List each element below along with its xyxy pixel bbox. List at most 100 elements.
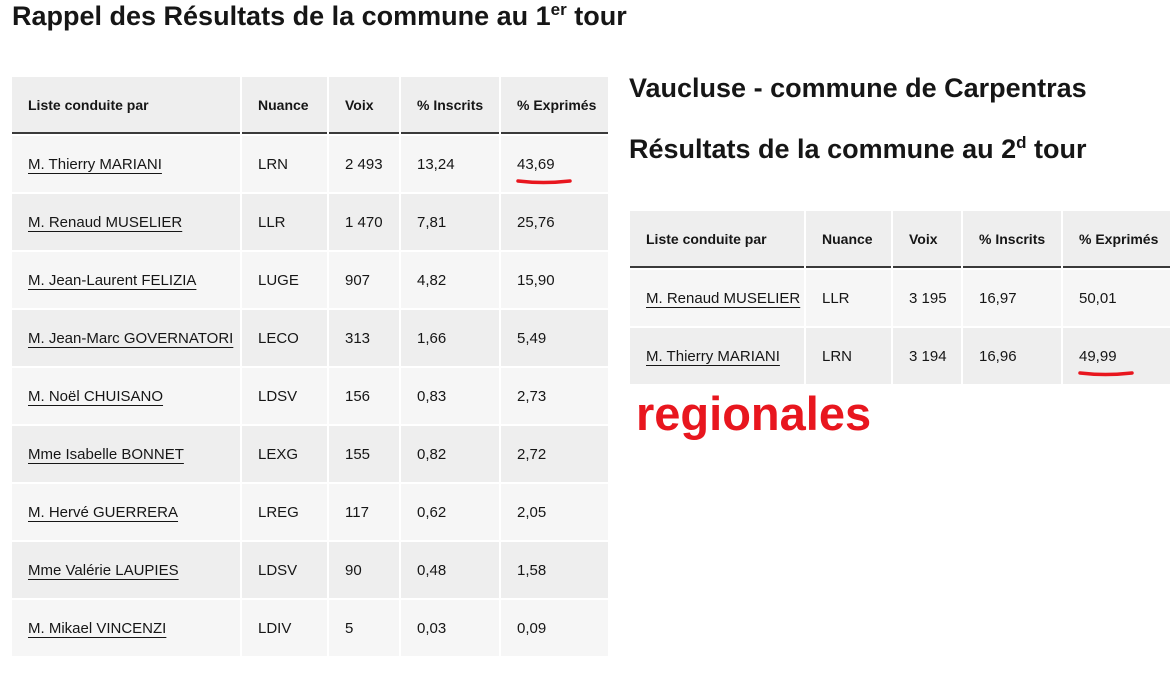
voix-cell: 313 [329, 308, 399, 366]
candidate-link[interactable]: Mme Isabelle BONNET [28, 445, 184, 463]
nuance-cell: LEXG [242, 424, 327, 482]
table-row: M. Noël CHUISANO LDSV 156 0,83 2,73 [12, 366, 608, 424]
header-exprimes: % Exprimés [501, 77, 608, 134]
round2-results-table: Liste conduite par Nuance Voix % Inscrit… [630, 211, 1170, 384]
candidate-link[interactable]: M. Jean-Marc GOVERNATORI [28, 329, 234, 347]
table-row: M. Mikael VINCENZI LDIV 5 0,03 0,09 [12, 598, 608, 656]
candidate-link[interactable]: M. Jean-Laurent FELIZIA [28, 271, 197, 289]
page-title-text: Rappel des Résultats de la commune au 1 [12, 1, 551, 31]
candidate-link[interactable]: M. Renaud MUSELIER [646, 289, 801, 307]
marked-value-holder: 49,99 [1078, 347, 1134, 376]
page-title: Rappel des Résultats de la commune au 1e… [12, 0, 627, 32]
nuance-cell: LLR [806, 268, 891, 326]
candidate-link[interactable]: M. Mikael VINCENZI [28, 619, 167, 637]
inscrits-cell: 7,81 [401, 192, 499, 250]
location-title: Vaucluse - commune de Carpentras [629, 73, 1087, 103]
nuance-cell: LUGE [242, 250, 327, 308]
header-nuance: Nuance [242, 77, 327, 134]
inscrits-cell: 0,62 [401, 482, 499, 540]
nuance-cell: LDIV [242, 598, 327, 656]
inscrits-cell: 1,66 [401, 308, 499, 366]
voix-cell: 907 [329, 250, 399, 308]
nuance-cell: LLR [242, 192, 327, 250]
second-round-title-text: Résultats de la commune au 2 [629, 134, 1017, 164]
table-row: Mme Isabelle BONNET LEXG 155 0,82 2,72 [12, 424, 608, 482]
page-title-sup: er [550, 0, 567, 19]
voix-cell: 3 194 [893, 326, 961, 384]
candidate-cell: M. Renaud MUSELIER [12, 192, 240, 250]
header-inscrits: % Inscrits [963, 211, 1061, 268]
inscrits-cell: 13,24 [401, 134, 499, 192]
exprimes-cell: 2,72 [501, 424, 608, 482]
voix-cell: 117 [329, 482, 399, 540]
voix-cell: 90 [329, 540, 399, 598]
nuance-cell: LECO [242, 308, 327, 366]
second-round-title-tail: tour [1026, 134, 1087, 164]
table-row: M. Jean-Marc GOVERNATORI LECO 313 1,66 5,49 [12, 308, 608, 366]
header-exprimes: % Exprimés [1063, 211, 1170, 268]
voix-cell: 3 195 [893, 268, 961, 326]
exprimes-cell: 15,90 [501, 250, 608, 308]
table-row: Mme Valérie LAUPIES LDSV 90 0,48 1,58 [12, 540, 608, 598]
header-inscrits: % Inscrits [401, 77, 499, 134]
voix-cell: 5 [329, 598, 399, 656]
exprimes-cell: 2,73 [501, 366, 608, 424]
header-nuance: Nuance [806, 211, 891, 268]
voix-cell: 156 [329, 366, 399, 424]
table-row: M. Renaud MUSELIER LLR 3 195 16,97 50,01 [630, 268, 1170, 326]
candidate-link[interactable]: M. Hervé GUERRERA [28, 503, 179, 521]
exprimes-cell: 49,99 [1063, 326, 1170, 384]
inscrits-cell: 16,96 [963, 326, 1061, 384]
nuance-cell: LDSV [242, 366, 327, 424]
candidate-link[interactable]: M. Noël CHUISANO [28, 387, 164, 405]
round1-header-row: Liste conduite par Nuance Voix % Inscrit… [12, 77, 608, 134]
exprimes-cell: 43,69 [501, 134, 608, 192]
table-row: M. Thierry MARIANI LRN 2 493 13,24 43,69 [12, 134, 608, 192]
candidate-cell: M. Thierry MARIANI [12, 134, 240, 192]
candidate-link[interactable]: M. Thierry MARIANI [646, 347, 780, 365]
candidate-cell: M. Noël CHUISANO [12, 366, 240, 424]
marked-value-holder: 43,69 [516, 155, 572, 184]
candidate-link[interactable]: Mme Valérie LAUPIES [28, 561, 179, 579]
candidate-cell: M. Hervé GUERRERA [12, 482, 240, 540]
exprimes-cell: 1,58 [501, 540, 608, 598]
candidate-cell: M. Thierry MARIANI [630, 326, 804, 384]
header-voix: Voix [329, 77, 399, 134]
candidate-link[interactable]: M. Renaud MUSELIER [28, 213, 183, 231]
candidate-cell: M. Jean-Laurent FELIZIA [12, 250, 240, 308]
voix-cell: 1 470 [329, 192, 399, 250]
nuance-cell: LRN [806, 326, 891, 384]
voix-cell: 2 493 [329, 134, 399, 192]
candidate-cell: Mme Isabelle BONNET [12, 424, 240, 482]
table-row: M. Renaud MUSELIER LLR 1 470 7,81 25,76 [12, 192, 608, 250]
inscrits-cell: 16,97 [963, 268, 1061, 326]
inscrits-cell: 0,03 [401, 598, 499, 656]
red-underline-annotation [1078, 370, 1134, 376]
round2-header-row: Liste conduite par Nuance Voix % Inscrit… [630, 211, 1170, 268]
inscrits-cell: 0,82 [401, 424, 499, 482]
red-underline-annotation [516, 178, 572, 184]
inscrits-cell: 0,48 [401, 540, 499, 598]
header-candidate: Liste conduite par [630, 211, 804, 268]
exprimes-cell: 2,05 [501, 482, 608, 540]
exprimes-cell: 25,76 [501, 192, 608, 250]
candidate-link[interactable]: M. Thierry MARIANI [28, 155, 162, 173]
header-voix: Voix [893, 211, 961, 268]
header-candidate: Liste conduite par [12, 77, 240, 134]
round1-results-table: Liste conduite par Nuance Voix % Inscrit… [12, 77, 608, 656]
nuance-cell: LDSV [242, 540, 327, 598]
nuance-cell: LRN [242, 134, 327, 192]
exprimes-value: 49,99 [1079, 347, 1117, 365]
exprimes-cell: 0,09 [501, 598, 608, 656]
exprimes-value: 43,69 [517, 155, 555, 173]
candidate-cell: M. Renaud MUSELIER [630, 268, 804, 326]
second-round-title-sup: d [1016, 133, 1027, 152]
exprimes-cell: 5,49 [501, 308, 608, 366]
regionales-annotation: regionales [636, 387, 872, 440]
inscrits-cell: 0,83 [401, 366, 499, 424]
candidate-cell: Mme Valérie LAUPIES [12, 540, 240, 598]
second-round-title: Résultats de la commune au 2d tour [629, 133, 1087, 165]
inscrits-cell: 4,82 [401, 250, 499, 308]
candidate-cell: M. Jean-Marc GOVERNATORI [12, 308, 240, 366]
table-row: M. Thierry MARIANI LRN 3 194 16,96 49,99 [630, 326, 1170, 384]
